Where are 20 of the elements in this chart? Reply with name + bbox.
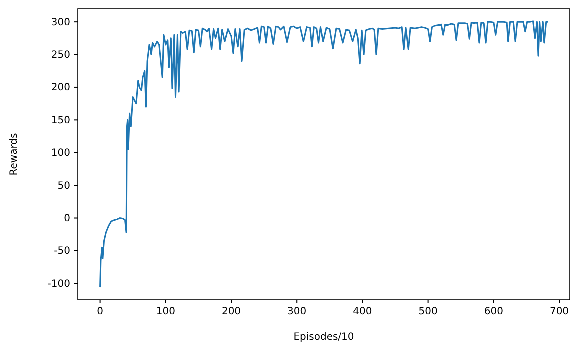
y-axis-title: Rewards xyxy=(9,133,20,176)
x-tick-label: 300 xyxy=(288,306,307,318)
y-tick-label: 50 xyxy=(58,180,70,192)
x-tick-label: 100 xyxy=(156,306,176,318)
y-tick-label: 250 xyxy=(51,50,70,61)
x-tick-label: 500 xyxy=(418,306,438,318)
x-tick-label: 600 xyxy=(484,306,504,318)
y-tick-label: -100 xyxy=(48,278,70,290)
y-tick-label: 0 xyxy=(64,213,70,224)
x-tick-label: 700 xyxy=(550,306,570,318)
x-tick-label: 200 xyxy=(222,306,242,318)
x-tick-label: 400 xyxy=(353,306,372,318)
y-tick-label: -50 xyxy=(54,246,70,258)
x-axis-title: Episodes/10 xyxy=(294,332,354,343)
x-tick-label: 0 xyxy=(97,306,104,318)
y-tick-label: 300 xyxy=(51,17,70,28)
line-series xyxy=(100,20,548,288)
y-tick-label: 150 xyxy=(51,115,70,126)
y-tick-label: 100 xyxy=(51,148,70,160)
y-tick-label: 200 xyxy=(51,82,70,94)
